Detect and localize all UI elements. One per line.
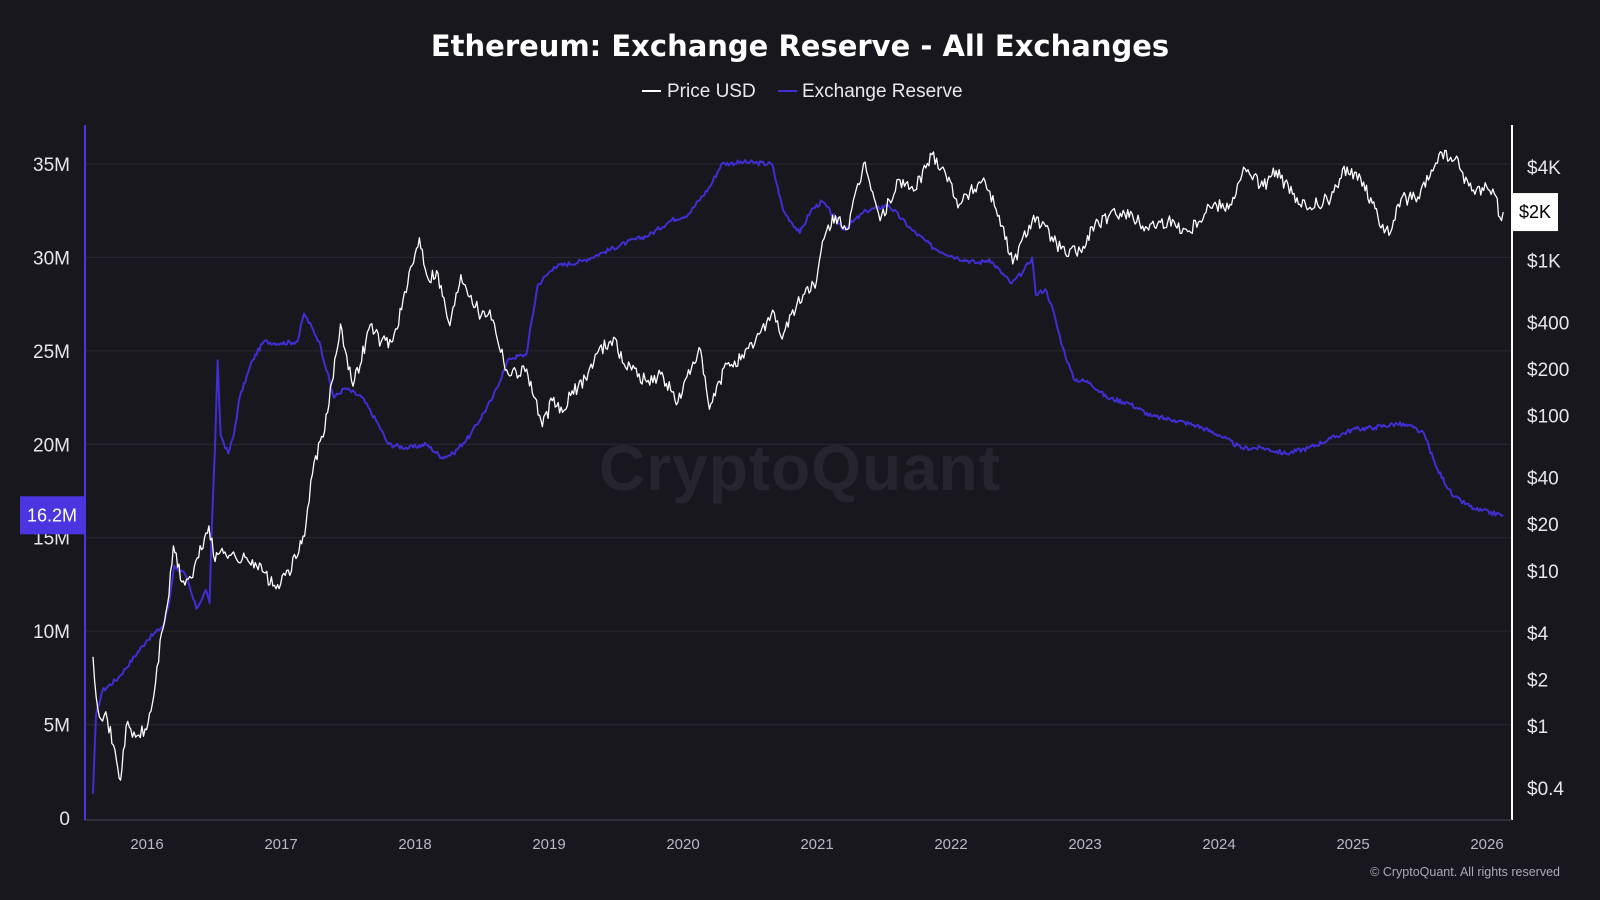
x-tick-label: 2021 [800,836,833,853]
left-tick-label: 30M [33,248,70,269]
right-tick-label: $400 [1527,313,1569,334]
right-tick-label: $200 [1527,360,1569,381]
right-tick-label: $0.4 [1527,779,1564,800]
x-tick-label: 2024 [1202,836,1235,853]
x-tick-label: 2017 [264,836,297,853]
plot-area[interactable] [92,149,1504,794]
right-tick-label: $4K [1527,158,1561,179]
price-current-value-badge: $2K [1513,193,1558,232]
copyright-notice: © CryptoQuant. All rights reserved [1370,865,1560,879]
left-tick-label: 5M [44,716,70,737]
right-tick-label: $2 [1527,670,1548,691]
x-tick-label: 2020 [666,836,699,853]
right-tick-label: $20 [1527,515,1559,536]
legend-label-reserve[interactable]: Exchange Reserve [802,81,963,102]
price-current-value: $2K [1519,202,1551,222]
right-tick-label: $40 [1527,469,1559,490]
series-line-price-usd[interactable] [92,149,1504,781]
legend[interactable]: Price USD Exchange Reserve [642,81,963,102]
reserve-current-value: 16.2M [27,505,77,525]
x-tick-label: 2019 [532,836,565,853]
left-tick-label: 25M [33,342,70,363]
reserve-badge-background [20,496,84,535]
left-tick-label: 10M [33,622,70,643]
left-tick-label: 0 [59,809,70,830]
right-axis-ticks: $0.4 $1 $2 $4 $10 $20 $40 $100 $200 $400 $1K $4K [1527,158,1569,800]
left-tick-label: 20M [33,435,70,456]
x-tick-label: 2016 [130,836,163,853]
series-line-exchange-reserve[interactable] [92,159,1504,794]
x-tick-label: 2025 [1336,836,1369,853]
x-axis-ticks: 2016 2017 2018 2019 2020 2021 2022 2023 2024 2025… [130,836,1503,853]
reserve-current-value-badge: 16.2M [20,496,84,535]
legend-label-price[interactable]: Price USD [667,81,756,102]
x-tick-label: 2022 [934,836,967,853]
chart-title: Ethereum: Exchange Reserve - All Exchang… [431,29,1169,63]
left-tick-label: 35M [33,155,70,176]
right-tick-label: $100 [1527,407,1569,428]
x-tick-label: 2018 [398,836,431,853]
right-tick-label: $1K [1527,251,1561,272]
right-tick-label: $1 [1527,717,1548,738]
right-tick-label: $10 [1527,562,1559,583]
watermark: CryptoQuant [599,432,1001,504]
grid-lines [85,163,1512,726]
x-tick-label: 2023 [1068,836,1101,853]
right-tick-label: $4 [1527,624,1549,645]
price-badge-background [1513,193,1558,232]
x-tick-label: 2026 [1470,836,1503,853]
